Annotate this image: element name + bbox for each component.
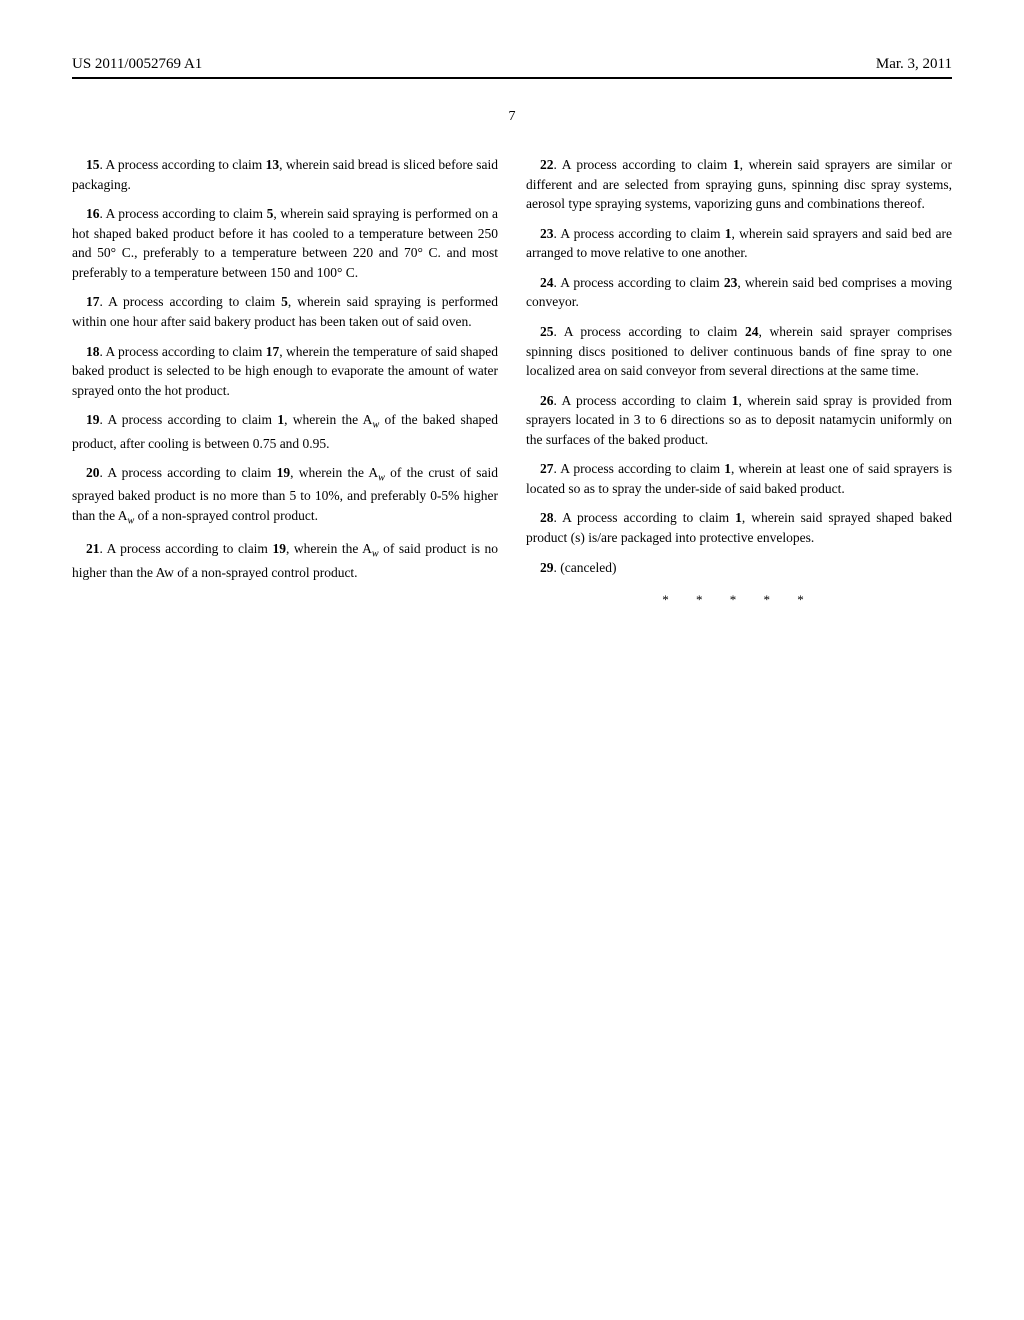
claim-number: 22 <box>540 157 554 172</box>
claim-ref: 1 <box>733 157 740 172</box>
claim-number: 27 <box>540 461 554 476</box>
claim-number: 20 <box>86 465 100 480</box>
claim-paragraph: 23. A process according to claim 1, wher… <box>526 224 952 263</box>
claim-number: 18 <box>86 344 100 359</box>
claim-ref: 13 <box>266 157 280 172</box>
claim-ref: 19 <box>272 541 286 556</box>
claim-paragraph: 22. A process according to claim 1, wher… <box>526 155 952 214</box>
claim-ref: 17 <box>266 344 280 359</box>
end-marks: * * * * * <box>526 591 952 610</box>
claim-paragraph: 24. A process according to claim 23, whe… <box>526 273 952 312</box>
claim-number: 21 <box>86 541 100 556</box>
claim-paragraph: 15. A process according to claim 13, whe… <box>72 155 498 194</box>
claim-paragraph: 21. A process according to claim 19, whe… <box>72 539 498 582</box>
claim-ref: 5 <box>267 206 274 221</box>
claim-ref: 19 <box>277 465 291 480</box>
claim-ref: 1 <box>732 393 739 408</box>
header-divider <box>72 77 952 79</box>
claim-number: 29 <box>540 560 554 575</box>
left-column: 15. A process according to claim 13, whe… <box>72 155 498 610</box>
claim-number: 25 <box>540 324 554 339</box>
claim-number: 15 <box>86 157 100 172</box>
claim-paragraph: 20. A process according to claim 19, whe… <box>72 463 498 529</box>
claim-ref: 1 <box>735 510 742 525</box>
claim-number: 19 <box>86 412 100 427</box>
claim-ref: 24 <box>745 324 759 339</box>
claim-ref: 1 <box>277 412 284 427</box>
claim-paragraph: 17. A process according to claim 5, wher… <box>72 292 498 331</box>
claim-paragraph: 25. A process according to claim 24, whe… <box>526 322 952 381</box>
page-header: US 2011/0052769 A1 Mar. 3, 2011 <box>72 56 952 73</box>
claim-paragraph: 18. A process according to claim 17, whe… <box>72 342 498 401</box>
content-columns: 15. A process according to claim 13, whe… <box>72 155 952 610</box>
claim-ref: 23 <box>724 275 738 290</box>
claim-number: 28 <box>540 510 554 525</box>
claim-number: 24 <box>540 275 554 290</box>
publication-number: US 2011/0052769 A1 <box>72 56 202 73</box>
claim-number: 23 <box>540 226 554 241</box>
claim-number: 17 <box>86 294 100 309</box>
claim-paragraph: 19. A process according to claim 1, wher… <box>72 410 498 453</box>
page-number: 7 <box>72 109 952 125</box>
claim-ref: 1 <box>724 461 731 476</box>
right-column: 22. A process according to claim 1, wher… <box>526 155 952 610</box>
claim-number: 26 <box>540 393 554 408</box>
claim-paragraph: 29. (canceled) <box>526 558 952 578</box>
claim-paragraph: 27. A process according to claim 1, wher… <box>526 459 952 498</box>
claim-number: 16 <box>86 206 100 221</box>
claim-paragraph: 26. A process according to claim 1, wher… <box>526 391 952 450</box>
publication-date: Mar. 3, 2011 <box>876 56 952 73</box>
claim-paragraph: 28. A process according to claim 1, wher… <box>526 508 952 547</box>
claim-ref: 5 <box>281 294 288 309</box>
claim-ref: 1 <box>725 226 732 241</box>
claim-paragraph: 16. A process according to claim 5, wher… <box>72 204 498 282</box>
